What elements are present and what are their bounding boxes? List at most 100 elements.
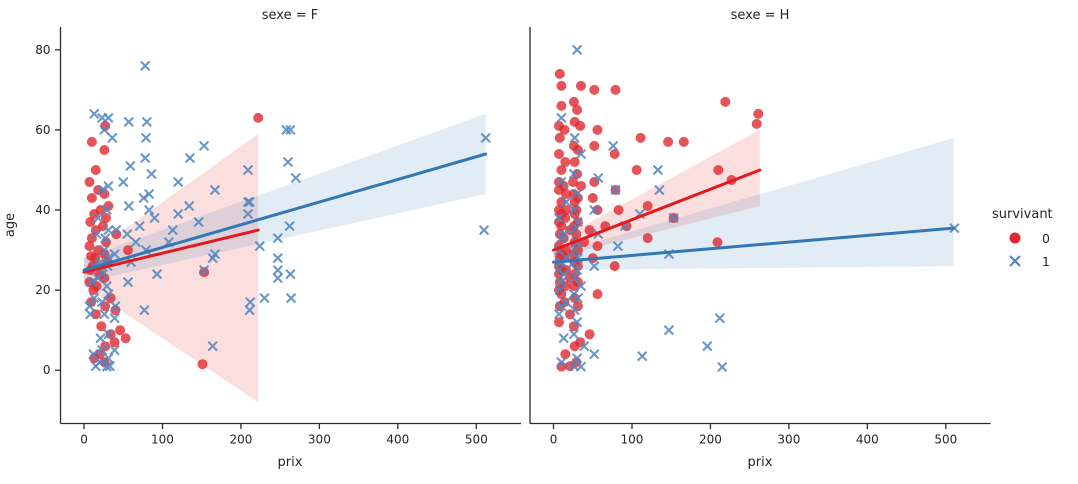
scatter-point[interactable] <box>167 224 178 236</box>
scatter-point[interactable] <box>571 44 583 55</box>
scatter-point[interactable] <box>569 272 580 284</box>
scatter-point[interactable] <box>90 309 101 320</box>
scatter-point[interactable] <box>575 280 587 292</box>
scatter-point[interactable] <box>558 333 569 344</box>
scatter-point[interactable] <box>184 152 196 164</box>
scatter-point[interactable] <box>184 200 195 212</box>
scatter-point[interactable] <box>554 284 565 296</box>
scatter-point[interactable] <box>141 116 152 128</box>
scatter-point[interactable] <box>242 208 254 220</box>
scatter-point[interactable] <box>712 237 723 248</box>
scatter-point[interactable] <box>553 309 565 320</box>
scatter-point[interactable] <box>242 164 254 176</box>
scatter-point[interactable] <box>560 157 571 167</box>
scatter-point[interactable] <box>123 200 134 212</box>
legend-label-died[interactable]: 0 <box>1042 231 1050 246</box>
scatter-point[interactable] <box>554 132 565 143</box>
scatter-point[interactable] <box>558 268 569 280</box>
scatter-point[interactable] <box>571 264 583 276</box>
scatter-point[interactable] <box>95 333 106 344</box>
scatter-point[interactable] <box>556 112 567 124</box>
scatter-point[interactable] <box>85 217 96 227</box>
scatter-point[interactable] <box>245 296 256 308</box>
scatter-point[interactable] <box>609 149 620 159</box>
scatter-point[interactable] <box>654 184 665 196</box>
scatter-point[interactable] <box>93 212 104 224</box>
scatter-point[interactable] <box>130 236 141 248</box>
scatter-point[interactable] <box>96 321 107 332</box>
scatter-point[interactable] <box>103 329 114 340</box>
scatter-point[interactable] <box>259 292 270 304</box>
scatter-point[interactable] <box>575 148 587 160</box>
scatter-point[interactable] <box>99 124 110 136</box>
scatter-point[interactable] <box>556 80 567 91</box>
scatter-point[interactable] <box>642 201 653 211</box>
scatter-point[interactable] <box>99 309 110 320</box>
scatter-point[interactable] <box>151 268 163 280</box>
scatter-point[interactable] <box>556 276 567 288</box>
scatter-point[interactable] <box>90 361 101 372</box>
scatter-point[interactable] <box>556 176 567 188</box>
scatter-point[interactable] <box>584 225 595 236</box>
scatter-point[interactable] <box>572 104 583 115</box>
scatter-point[interactable] <box>589 260 600 272</box>
scatter-point[interactable] <box>285 124 296 136</box>
scatter-point[interactable] <box>272 264 283 276</box>
scatter-point[interactable] <box>109 248 120 260</box>
scatter-point[interactable] <box>123 245 133 256</box>
scatter-point[interactable] <box>478 224 490 236</box>
scatter-point[interactable] <box>99 244 110 256</box>
scatter-point[interactable] <box>568 204 580 216</box>
scatter-point[interactable] <box>103 180 114 192</box>
scatter-point[interactable] <box>553 212 565 224</box>
scatter-point[interactable] <box>610 84 621 95</box>
scatter-point[interactable] <box>561 189 572 199</box>
scatter-point[interactable] <box>642 233 653 244</box>
scatter-point[interactable] <box>592 205 603 215</box>
scatter-point[interactable] <box>576 80 586 91</box>
scatter-point[interactable] <box>253 112 264 123</box>
scatter-point[interactable] <box>717 361 728 373</box>
scatter-point[interactable] <box>568 224 580 236</box>
scatter-point[interactable] <box>663 325 675 336</box>
scatter-point[interactable] <box>613 205 624 215</box>
scatter-point[interactable] <box>207 252 218 264</box>
scatter-point[interactable] <box>568 96 579 107</box>
scatter-point[interactable] <box>652 164 664 176</box>
scatter-point[interactable] <box>101 213 111 223</box>
scatter-point[interactable] <box>140 132 152 144</box>
scatter-point[interactable] <box>93 272 104 284</box>
scatter-point[interactable] <box>556 165 567 175</box>
scatter-point[interactable] <box>571 353 583 364</box>
scatter-point[interactable] <box>631 165 642 175</box>
scatter-point[interactable] <box>96 184 108 196</box>
scatter-point[interactable] <box>608 140 619 152</box>
scatter-point[interactable] <box>103 288 114 300</box>
scatter-point[interactable] <box>173 176 184 188</box>
scatter-point[interactable] <box>575 361 587 372</box>
scatter-point[interactable] <box>714 313 725 324</box>
scatter-point[interactable] <box>568 281 579 292</box>
scatter-point[interactable] <box>198 140 210 152</box>
scatter-point[interactable] <box>560 349 571 360</box>
scatter-point[interactable] <box>663 136 674 147</box>
scatter-point[interactable] <box>207 341 218 352</box>
scatter-point[interactable] <box>138 192 149 204</box>
scatter-point[interactable] <box>556 232 567 244</box>
scatter-point[interactable] <box>173 208 184 220</box>
scatter-point[interactable] <box>569 305 580 316</box>
scatter-point[interactable] <box>578 341 590 352</box>
scatter-point[interactable] <box>589 84 600 95</box>
scatter-point[interactable] <box>118 176 129 188</box>
scatter-point[interactable] <box>107 132 118 144</box>
scatter-point[interactable] <box>637 351 648 362</box>
scatter-point[interactable] <box>610 184 621 196</box>
scatter-point[interactable] <box>143 204 155 216</box>
scatter-point[interactable] <box>284 220 295 232</box>
scatter-point[interactable] <box>480 132 491 144</box>
scatter-point[interactable] <box>668 212 679 224</box>
scatter-point[interactable] <box>122 228 133 240</box>
scatter-point[interactable] <box>556 301 567 312</box>
scatter-point[interactable] <box>569 132 580 144</box>
scatter-point[interactable] <box>122 276 134 288</box>
